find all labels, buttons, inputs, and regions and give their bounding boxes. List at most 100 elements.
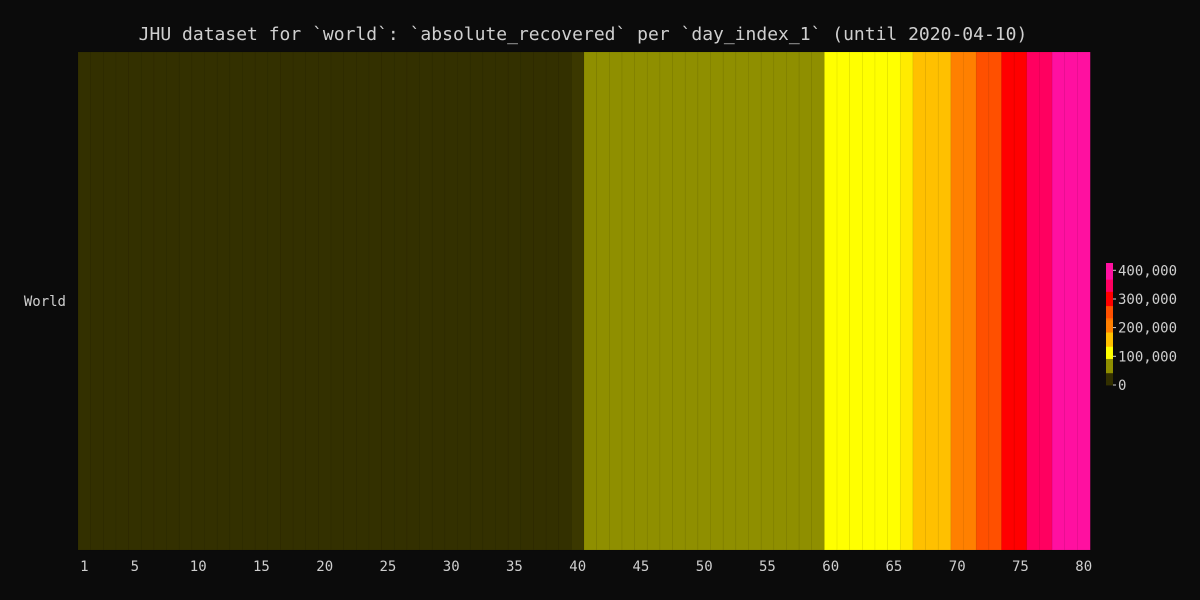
colorbar-segment — [1106, 285, 1113, 288]
heatmap-cell — [77, 51, 92, 551]
heatmap-cell — [318, 51, 332, 551]
colorbar-segment — [1106, 275, 1113, 278]
heatmap-cell — [874, 51, 889, 551]
heatmap-cell — [140, 51, 155, 551]
heatmap-cell — [950, 51, 965, 551]
heatmap-cell — [343, 51, 357, 551]
colorbar-segment — [1106, 311, 1113, 315]
heatmap-cell — [128, 51, 142, 551]
heatmap-cell — [925, 51, 939, 551]
x-tick-label: 50 — [696, 559, 713, 575]
colorbar-segment — [1106, 364, 1113, 368]
colorbar-segment — [1106, 380, 1113, 384]
heatmap-cell — [166, 51, 180, 551]
x-tick-label: 70 — [949, 559, 966, 575]
colorbar-segment — [1106, 348, 1113, 351]
colorbar-segment — [1106, 301, 1113, 305]
colorbar-segment — [1106, 382, 1113, 386]
colorbar: 400,000 300,000 200,000 100,000 0 — [1106, 263, 1177, 394]
heatmap-cell — [1013, 51, 1028, 551]
colorbar-segment — [1106, 326, 1113, 329]
heatmap-cell — [887, 51, 901, 551]
heatmap-cell — [596, 51, 610, 551]
heatmap-cell — [659, 51, 674, 551]
heatmap-cell — [267, 51, 281, 551]
heatmap-cell — [1001, 51, 1015, 551]
heatmap-cell — [798, 51, 813, 551]
heatmap-cell — [748, 51, 762, 551]
colorbar-segment — [1106, 376, 1113, 380]
heatmap-cell — [912, 51, 927, 551]
chart-title: JHU dataset for `world`: `absolute_recov… — [138, 24, 1028, 45]
heatmap-cell — [1026, 51, 1040, 551]
row-label: World — [24, 294, 66, 310]
heatmap-cell — [621, 51, 636, 551]
heatmap-cell — [710, 51, 724, 551]
colorbar-segment — [1106, 287, 1113, 290]
heatmap-cell — [393, 51, 408, 551]
colorbar-segment — [1106, 267, 1113, 270]
colorbar-segment — [1106, 370, 1113, 374]
colorbar-segment — [1106, 317, 1113, 321]
colorbar-segment — [1106, 356, 1113, 359]
colorbar-segment — [1106, 352, 1113, 355]
heatmap-cell — [242, 51, 256, 551]
colorbar-segment — [1106, 291, 1113, 294]
colorbar-segment — [1106, 378, 1113, 382]
heatmap-cell — [571, 51, 585, 551]
heatmap-cell — [545, 51, 560, 551]
heatmap-cell — [735, 51, 750, 551]
colorbar-segment — [1106, 344, 1113, 347]
colorbar-segment — [1106, 336, 1113, 339]
heatmap-cell — [280, 51, 294, 551]
x-tick-label: 45 — [632, 559, 649, 575]
heatmap-cell — [1051, 51, 1066, 551]
heatmap-cell — [849, 51, 863, 551]
colorbar-segment — [1106, 313, 1113, 317]
colorbar-segment — [1106, 277, 1113, 280]
colorbar-segment — [1106, 265, 1113, 268]
x-axis: 1 5 10 15 20 25 30 35 40 45 50 55 60 65 70 75 80 — [80, 559, 1092, 575]
heatmap-cell — [975, 51, 990, 551]
heatmap-cell — [292, 51, 307, 551]
colorbar-segment — [1106, 271, 1113, 274]
heatmap-cell — [191, 51, 206, 551]
heatmap-cell — [646, 51, 661, 551]
heatmap-cell — [697, 51, 712, 551]
colorbar-segment — [1106, 366, 1113, 370]
heatmap-cell — [773, 51, 787, 551]
heatmap-cell — [444, 51, 459, 551]
heatmap-cell — [533, 51, 547, 551]
colorbar-segment — [1106, 289, 1113, 292]
heatmap-cell — [811, 51, 825, 551]
heatmap-cell — [419, 51, 433, 551]
colorbar-segment — [1106, 334, 1113, 337]
heatmap-cell — [115, 51, 130, 551]
heatmap-cell — [457, 51, 471, 551]
colorbar-segment — [1106, 332, 1113, 335]
heatmap-cell — [722, 51, 737, 551]
colorbar-segment — [1106, 368, 1113, 372]
heatmap-cell — [431, 51, 446, 551]
x-tick-label: 55 — [759, 559, 776, 575]
colorbar-segment — [1106, 360, 1113, 364]
colorbar-segment — [1106, 303, 1113, 307]
colorbar-segment — [1106, 281, 1113, 284]
colorbar-segment — [1106, 297, 1113, 300]
x-tick-label: 75 — [1012, 559, 1029, 575]
row-labels: World — [24, 294, 66, 310]
heatmap-cell — [684, 51, 699, 551]
x-tick-label: 30 — [443, 559, 460, 575]
colorbar-segment — [1106, 330, 1113, 333]
heatmap-cell — [178, 51, 193, 551]
x-tick-label: 60 — [822, 559, 839, 575]
heatmap-cell — [368, 51, 383, 551]
colorbar-segment — [1106, 324, 1113, 327]
heatmap-cell — [988, 51, 1003, 551]
colorbar-segment — [1106, 319, 1113, 323]
heatmap-cell — [1077, 51, 1091, 551]
colorbar-segment — [1106, 269, 1113, 272]
colorbar-segment — [1106, 305, 1113, 309]
heatmap-cell — [836, 51, 851, 551]
heatmap-cell — [824, 51, 838, 551]
